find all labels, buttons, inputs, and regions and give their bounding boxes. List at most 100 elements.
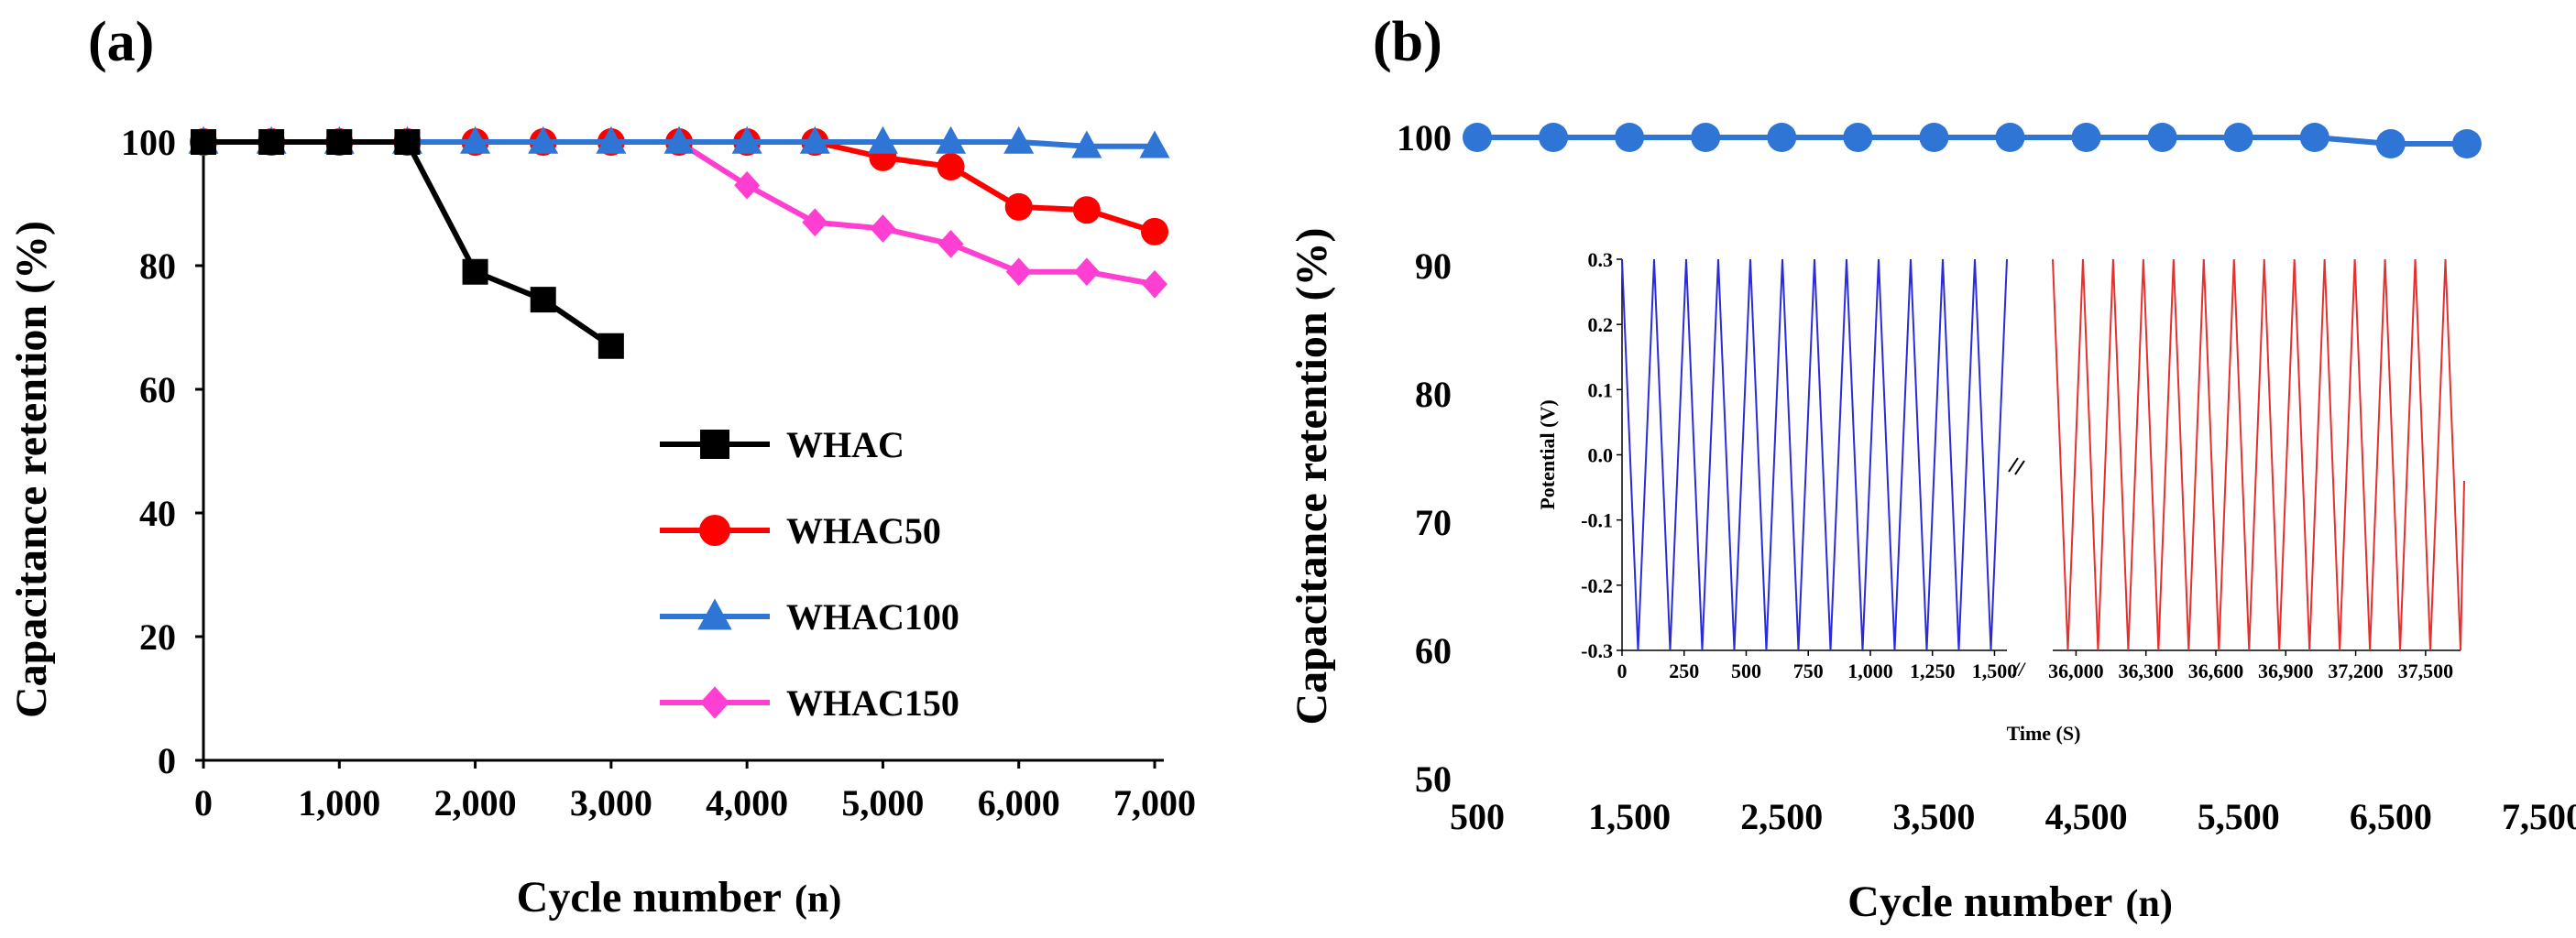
inset-x-tick-label: 250 [1669,660,1699,682]
panel-a-point-whac100 [936,125,967,154]
panel-b-y-tick-label: 90 [1415,245,1452,287]
panel-a-xlabel: Cycle number (n) [517,873,842,922]
panel-a-point-whac100 [596,125,627,154]
panel-b-point-retention [2071,123,2101,152]
inset-x-tick-label: 37,200 [2328,660,2384,682]
panel-a-point-whac [530,287,556,313]
legend-marker-whac [700,430,729,459]
panel-a-x-tick-label: 3,000 [570,782,652,823]
panel-b-point-retention [1919,123,1949,152]
inset-x-tick-label: 750 [1793,660,1824,682]
panel-a-point-whac [191,129,216,155]
panel-a-point-whac150 [870,214,896,243]
panel-a-x-tick-label: 1,000 [298,782,380,823]
panel-b-axes: 50 60 70 80 90 100 500 1,500 2,500 3,500 4,500 5,50… [1397,117,2576,837]
inset-x-tick-label: 37,500 [2398,660,2454,682]
inset-x-tick-label: 500 [1731,660,1761,682]
panel-a-y-tick-label: 100 [121,122,176,163]
inset-y-tick-label: -0.2 [1581,574,1613,597]
panel-b-label: (b) [1373,11,1442,73]
panel-b-inset: 0.3 0.2 0.1 0.0 -0.1 -0.2 -0.30 250 500 750 1,000 1… [1536,248,2465,745]
inset-x-tick-label: 36,300 [2118,660,2174,682]
panel-b-point-retention [1767,123,1797,152]
panel-b-point-retention [2375,129,2406,158]
panel-b-series [1463,123,2482,158]
panel-b-x-tick-label: 2,500 [1740,796,1823,837]
panel-a-line-whac [203,139,613,349]
panel-b-point-retention [1995,123,2025,152]
panel-a-point-whac100 [731,125,762,154]
inset-y-tick-label: 0.0 [1588,444,1614,467]
panel-a-point-whac100 [1071,130,1102,158]
panel-b-point-retention [2451,129,2482,158]
panel-a-y-tick-label: 40 [139,493,176,534]
inset-y-tick-label: 0.2 [1588,313,1614,336]
panel-a-y-tick-label: 60 [139,369,176,410]
panel-b-point-retention [2299,123,2329,152]
panel-a-point-whac100 [1003,125,1035,154]
inset-x-tick-label: 36,600 [2188,660,2244,682]
panel-b-xlabel-unit: (n) [2125,883,2172,925]
inset-y-tick-label: 0.3 [1588,248,1614,271]
panel-a-series [188,125,1170,359]
panel-a-point-whac150 [1142,269,1167,299]
panel-b-x-tick-label: 5,500 [2198,796,2280,837]
panel-a-x-tick-label: 6,000 [978,782,1060,823]
panel-a-point-whac [394,129,421,155]
panel-a-point-whac [462,258,488,285]
inset-waveform-red [2052,258,2465,651]
panel-b-point-retention [2223,123,2253,152]
panel-a-legend: WHAC WHAC50 WHAC100 WHAC150 [660,424,959,724]
panel-a-x-tick-label: 2,000 [434,782,517,823]
panel-a-point-whac50 [937,153,965,180]
panel-a-point-whac50 [1004,192,1033,221]
inset-x-tick-label: 1,000 [1847,660,1893,682]
legend-label-whac100: WHAC100 [786,596,959,638]
panel-a-xlabel-main: Cycle number [517,873,782,922]
legend-marker-whac100 [697,598,732,630]
panel-b-ylabel: Capacitance retention (%) [1288,228,1336,725]
panel-a-point-whac [326,129,353,155]
panel-a-axes: 0 20 40 60 80 100 0 1,000 2,000 3,000 4,000 5,000 6,… [121,122,1196,823]
panel-b-xlabel-main: Cycle number [1847,878,2112,926]
panel-a-point-whac150 [1005,257,1032,287]
panel-b-x-tick-label: 6,500 [2350,796,2432,837]
panel-b: (b) Capacitance retention (%) Cycle numb… [1288,11,2576,926]
panel-a-x-tick-label: 5,000 [841,782,924,823]
panel-b-point-retention [1691,123,1721,152]
panel-b-xlabel: Cycle number (n) [1847,878,2173,926]
panel-a-point-whac150 [802,208,828,237]
panel-a-point-whac100 [1139,130,1170,158]
panel-a-ylabel: Capacitance retention (%) [7,221,56,718]
panel-a-y-tick-label: 20 [139,616,176,658]
panel-b-point-retention [1463,123,1492,152]
inset-x-break-marker: // [2011,658,2026,681]
inset-ylabel: Potential (V) [1536,399,1559,509]
inset-x-tick-label: 36,900 [2258,660,2314,682]
inset-x-tick-label: 0 [1617,660,1628,682]
panel-a-point-whac50 [1072,196,1101,224]
panel-b-x-tick-label: 1,500 [1588,796,1671,837]
inset-waveform-blue [1621,258,2008,651]
panel-b-x-tick-label: 7,500 [2502,796,2576,837]
panel-a-point-whac100 [528,125,559,154]
inset-break-mark [2008,457,2019,473]
panel-b-y-tick-label: 100 [1397,117,1452,158]
inset-y-tick-label: -0.3 [1581,639,1613,662]
panel-a-x-tick-label: 0 [194,782,213,823]
panel-a-point-whac100 [799,125,830,154]
panel-a-x-tick-label: 4,000 [706,782,788,823]
legend-label-whac: WHAC [786,424,904,465]
panel-a: (a) Capacitance retention (%) Cycle numb… [7,11,1196,922]
legend-label-whac50: WHAC50 [786,510,941,551]
panel-a-xlabel-unit: (n) [795,878,841,921]
legend-marker-whac150 [700,686,729,719]
inset-x-tick-label: 1,250 [1910,660,1956,682]
panel-b-point-retention [1615,123,1645,152]
legend-marker-whac50 [699,515,730,546]
inset-x-tick-label: 36,000 [2048,660,2104,682]
panel-b-y-tick-label: 70 [1415,502,1452,543]
panel-a-point-whac150 [734,170,761,200]
panel-a-point-whac100 [460,125,491,154]
